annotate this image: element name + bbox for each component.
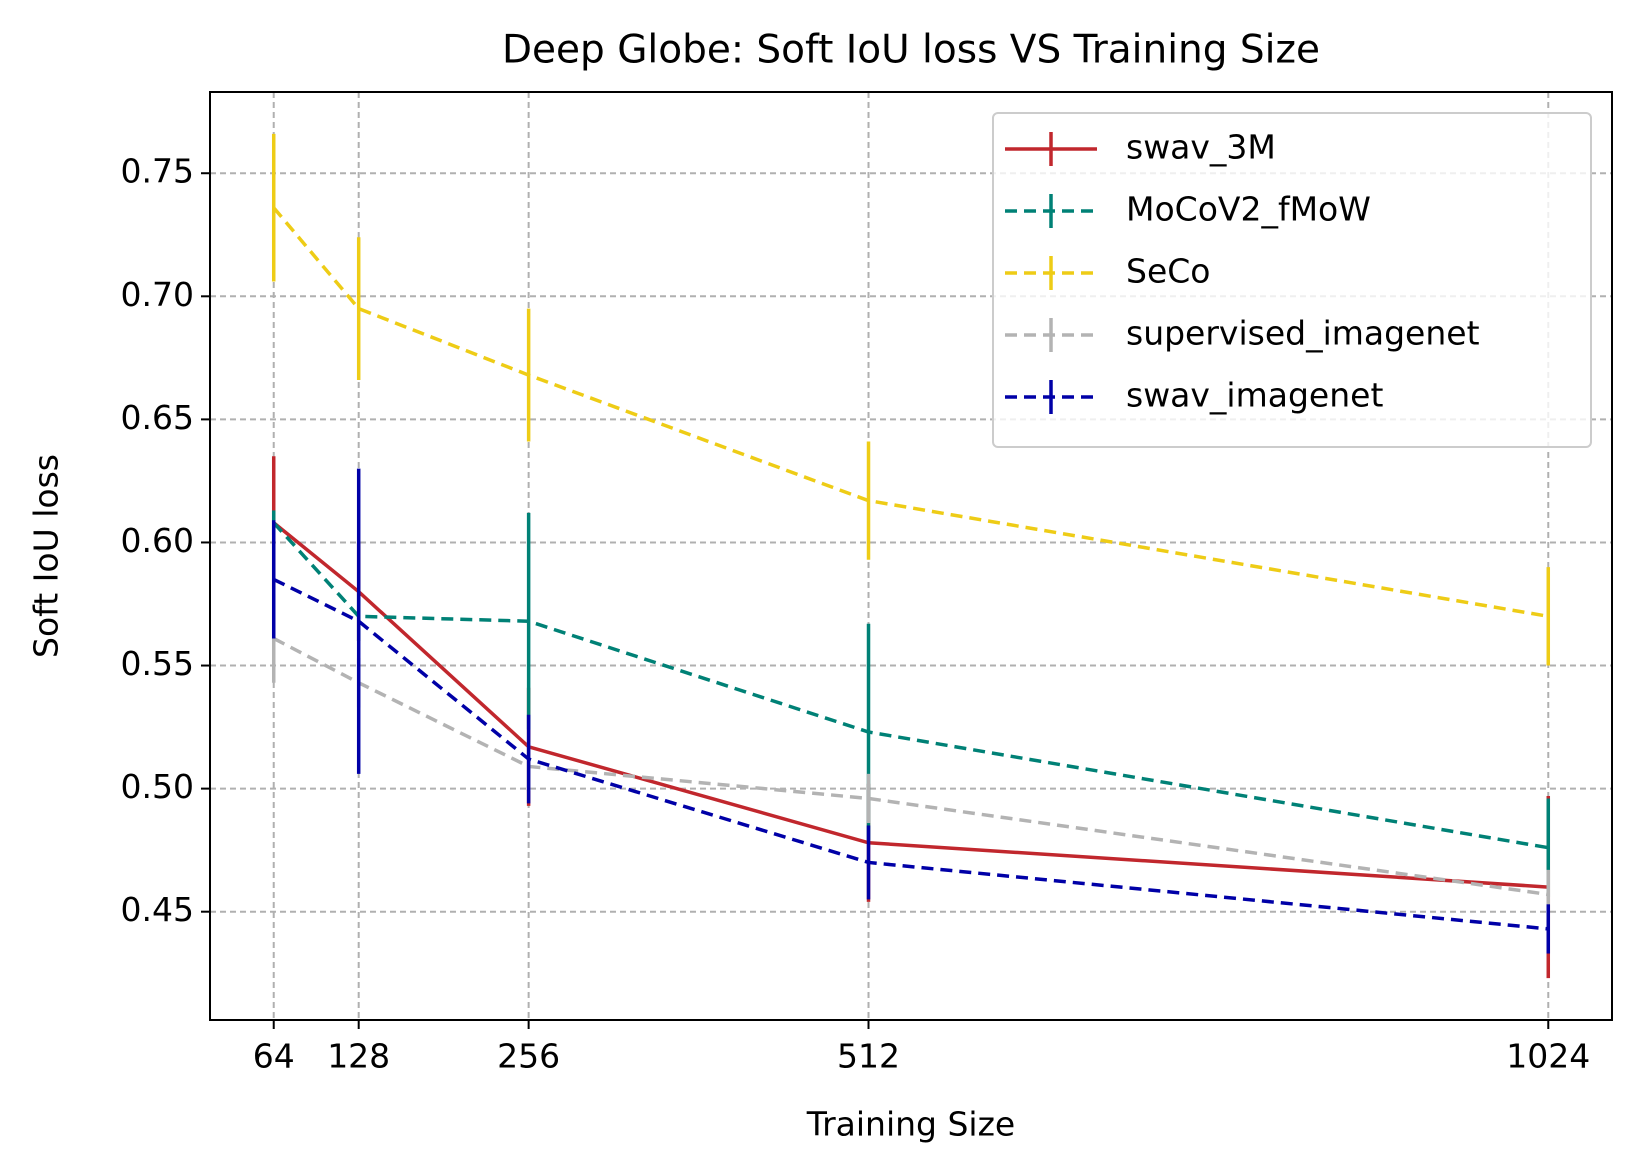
series-line bbox=[272, 521, 1549, 889]
y-tick-label: 0.45 bbox=[121, 890, 194, 929]
y-axis-label: Soft IoU loss bbox=[27, 454, 66, 658]
legend-label: swav_imagenet bbox=[1126, 376, 1383, 415]
series-line bbox=[272, 521, 1549, 850]
x-tick-label: 64 bbox=[253, 1037, 295, 1076]
legend-label: supervised_imagenet bbox=[1126, 314, 1480, 353]
y-tick-label: 0.60 bbox=[121, 521, 194, 560]
x-tick-label: 128 bbox=[327, 1037, 390, 1076]
series-line bbox=[272, 577, 1549, 931]
y-tick-label: 0.50 bbox=[121, 767, 194, 806]
y-tick-label: 0.75 bbox=[121, 152, 194, 191]
x-tick-label: 512 bbox=[837, 1037, 900, 1076]
plot-frame bbox=[209, 91, 1613, 1021]
y-tick-label: 0.70 bbox=[121, 275, 194, 314]
x-tick-label: 256 bbox=[497, 1037, 560, 1076]
x-axis-label: Training Size bbox=[806, 1105, 1015, 1144]
x-tick-label: 1024 bbox=[1506, 1037, 1590, 1076]
legend-label: MoCoV2_fMoW bbox=[1126, 190, 1371, 229]
legend-label: swav_3M bbox=[1126, 128, 1276, 167]
y-tick-label: 0.55 bbox=[121, 644, 194, 683]
y-tick-label: 0.65 bbox=[121, 398, 194, 437]
legend-box bbox=[992, 112, 1592, 448]
legend-label: SeCo bbox=[1126, 252, 1210, 291]
series-line bbox=[272, 636, 1549, 897]
chart-title: Deep Globe: Soft IoU loss VS Training Si… bbox=[502, 28, 1320, 73]
